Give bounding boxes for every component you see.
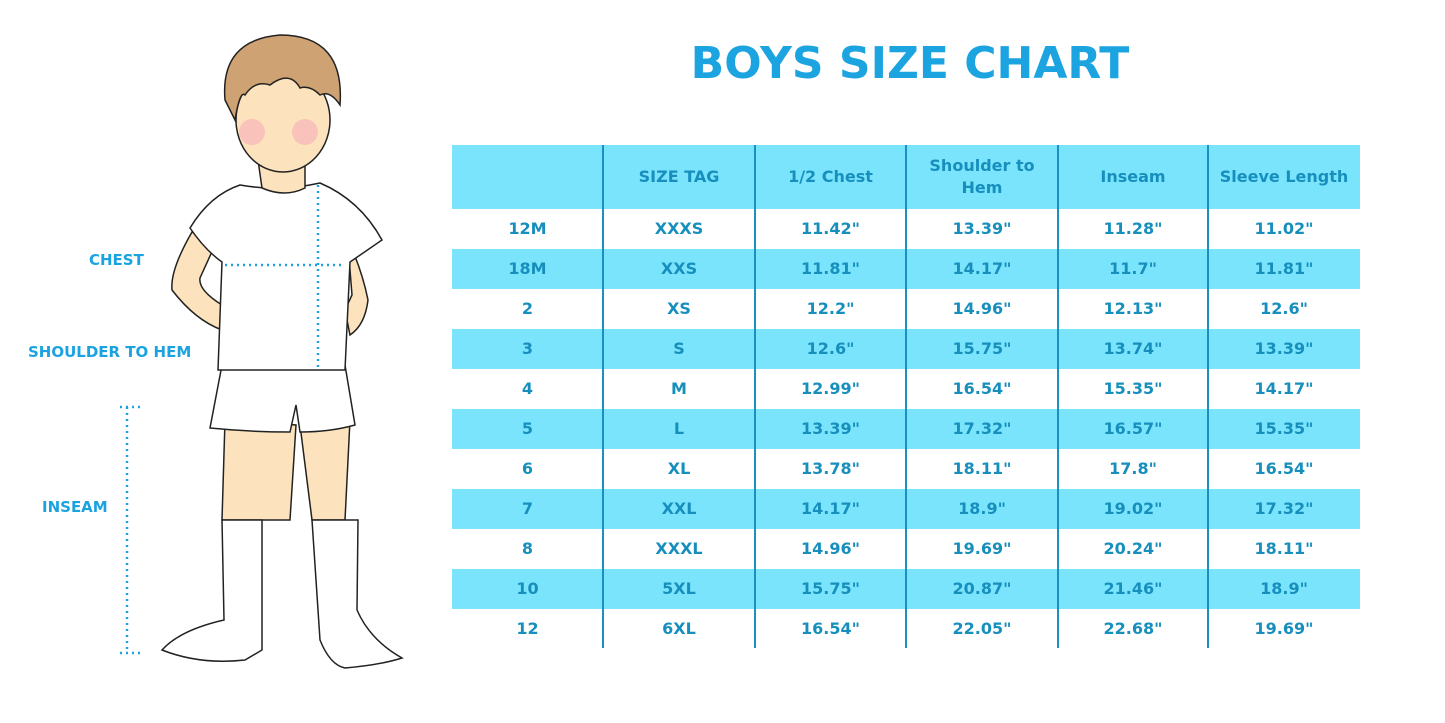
age-cell: 12: [516, 619, 539, 638]
value-cell: 16.54": [1254, 459, 1314, 478]
column-divider: [1207, 145, 1209, 648]
value-cell: 11.7": [1109, 259, 1157, 278]
value-cell: 12.2": [806, 299, 855, 318]
value-cell: 11.02": [1254, 219, 1314, 238]
value-cell: 17.32": [1254, 499, 1314, 518]
value-cell: 13.39": [1254, 339, 1314, 358]
value-cell: S: [673, 339, 685, 358]
value-cell: 19.69": [952, 539, 1012, 558]
value-cell: XS: [667, 299, 691, 318]
value-cell: 18.11": [1254, 539, 1314, 558]
value-cell: 12.6": [1260, 299, 1308, 318]
age-cell: 12M: [508, 219, 547, 238]
column-divider: [905, 145, 907, 648]
column-divider: [754, 145, 756, 648]
value-cell: 11.28": [1103, 219, 1163, 238]
value-cell: 11.81": [1254, 259, 1314, 278]
column-divider: [1057, 145, 1059, 648]
value-cell: 15.35": [1254, 419, 1314, 438]
column-divider: [602, 145, 604, 648]
value-cell: 16.57": [1103, 419, 1163, 438]
table-row: 8 XXXL 14.96" 19.69" 20.24" 18.11": [452, 529, 1360, 569]
value-cell: 13.74": [1103, 339, 1163, 358]
age-cell: 3: [521, 339, 534, 358]
header-cell: SIZE TAG: [638, 167, 720, 186]
table-row: 4 M 12.99" 16.54" 15.35" 14.17": [452, 369, 1360, 409]
age-cell: 8: [521, 539, 534, 558]
value-cell: 14.17": [1254, 379, 1314, 398]
value-cell: 14.96": [801, 539, 860, 558]
age-cell: 2: [521, 299, 534, 318]
age-cell: 7: [521, 499, 534, 518]
value-cell: 12.6": [806, 339, 855, 358]
value-cell: 22.05": [952, 619, 1012, 638]
value-cell: 11.81": [801, 259, 860, 278]
value-cell: M: [671, 379, 687, 398]
value-cell: 20.24": [1103, 539, 1163, 558]
value-cell: 6XL: [662, 619, 696, 638]
value-cell: 14.17": [952, 259, 1012, 278]
inseam-label: INSEAM: [42, 498, 108, 516]
header-cell: 1/2 Chest: [788, 167, 873, 186]
shoulder-to-hem-label: SHOULDER TO HEM: [28, 343, 192, 361]
value-cell: 13.78": [801, 459, 860, 478]
value-cell: 15.75": [952, 339, 1012, 358]
chest-label: CHEST: [89, 251, 144, 269]
value-cell: 17.8": [1109, 459, 1157, 478]
age-cell: 5: [521, 419, 534, 438]
value-cell: 19.69": [1254, 619, 1314, 638]
value-cell: 16.54": [801, 619, 860, 638]
value-cell: 18.9": [958, 499, 1006, 518]
value-cell: 11.42": [801, 219, 860, 238]
age-cell: 10: [516, 579, 539, 598]
value-cell: 17.32": [952, 419, 1012, 438]
value-cell: 13.39": [952, 219, 1012, 238]
table-row: 12M XXXS 11.42" 13.39" 11.28" 11.02": [452, 209, 1360, 249]
value-cell: 22.68": [1103, 619, 1163, 638]
value-cell: 18.9": [1260, 579, 1308, 598]
value-cell: 15.75": [801, 579, 860, 598]
value-cell: 12.13": [1103, 299, 1163, 318]
value-cell: XXL: [661, 499, 697, 518]
value-cell: 13.39": [801, 419, 860, 438]
header-cell: Sleeve Length: [1219, 167, 1349, 186]
value-cell: 16.54": [952, 379, 1012, 398]
age-cell: 18M: [508, 259, 547, 278]
value-cell: 5XL: [662, 579, 696, 598]
value-cell: XL: [667, 459, 691, 478]
value-cell: 18.11": [952, 459, 1012, 478]
age-cell: 6: [521, 459, 534, 478]
value-cell: 19.02": [1103, 499, 1163, 518]
value-cell: XXXS: [654, 219, 704, 238]
value-cell: 21.46": [1103, 579, 1163, 598]
header-cell: Shoulder to Hem: [929, 156, 1035, 197]
value-cell: 15.35": [1103, 379, 1163, 398]
page-title: BOYS SIZE CHART: [690, 38, 1130, 89]
boy-illustration: [120, 34, 404, 669]
value-cell: 12.99": [801, 379, 860, 398]
value-cell: L: [673, 419, 685, 438]
value-cell: 20.87": [952, 579, 1012, 598]
table-row: 6 XL 13.78" 18.11" 17.8" 16.54": [452, 449, 1360, 489]
value-cell: 14.17": [801, 499, 860, 518]
value-cell: XXXL: [655, 539, 703, 558]
table-row: 12 6XL 16.54" 22.05" 22.68" 19.69": [452, 609, 1360, 649]
age-cell: 4: [521, 379, 534, 398]
header-cell: Inseam: [1100, 167, 1166, 186]
value-cell: 14.96": [952, 299, 1012, 318]
table-row: 2 XS 12.2" 14.96" 12.13" 12.6": [452, 289, 1360, 329]
value-cell: XXS: [660, 259, 698, 278]
size-table: SIZE TAG 1/2 Chest Shoulder to Hem Inseam Sl…: [452, 145, 1360, 649]
